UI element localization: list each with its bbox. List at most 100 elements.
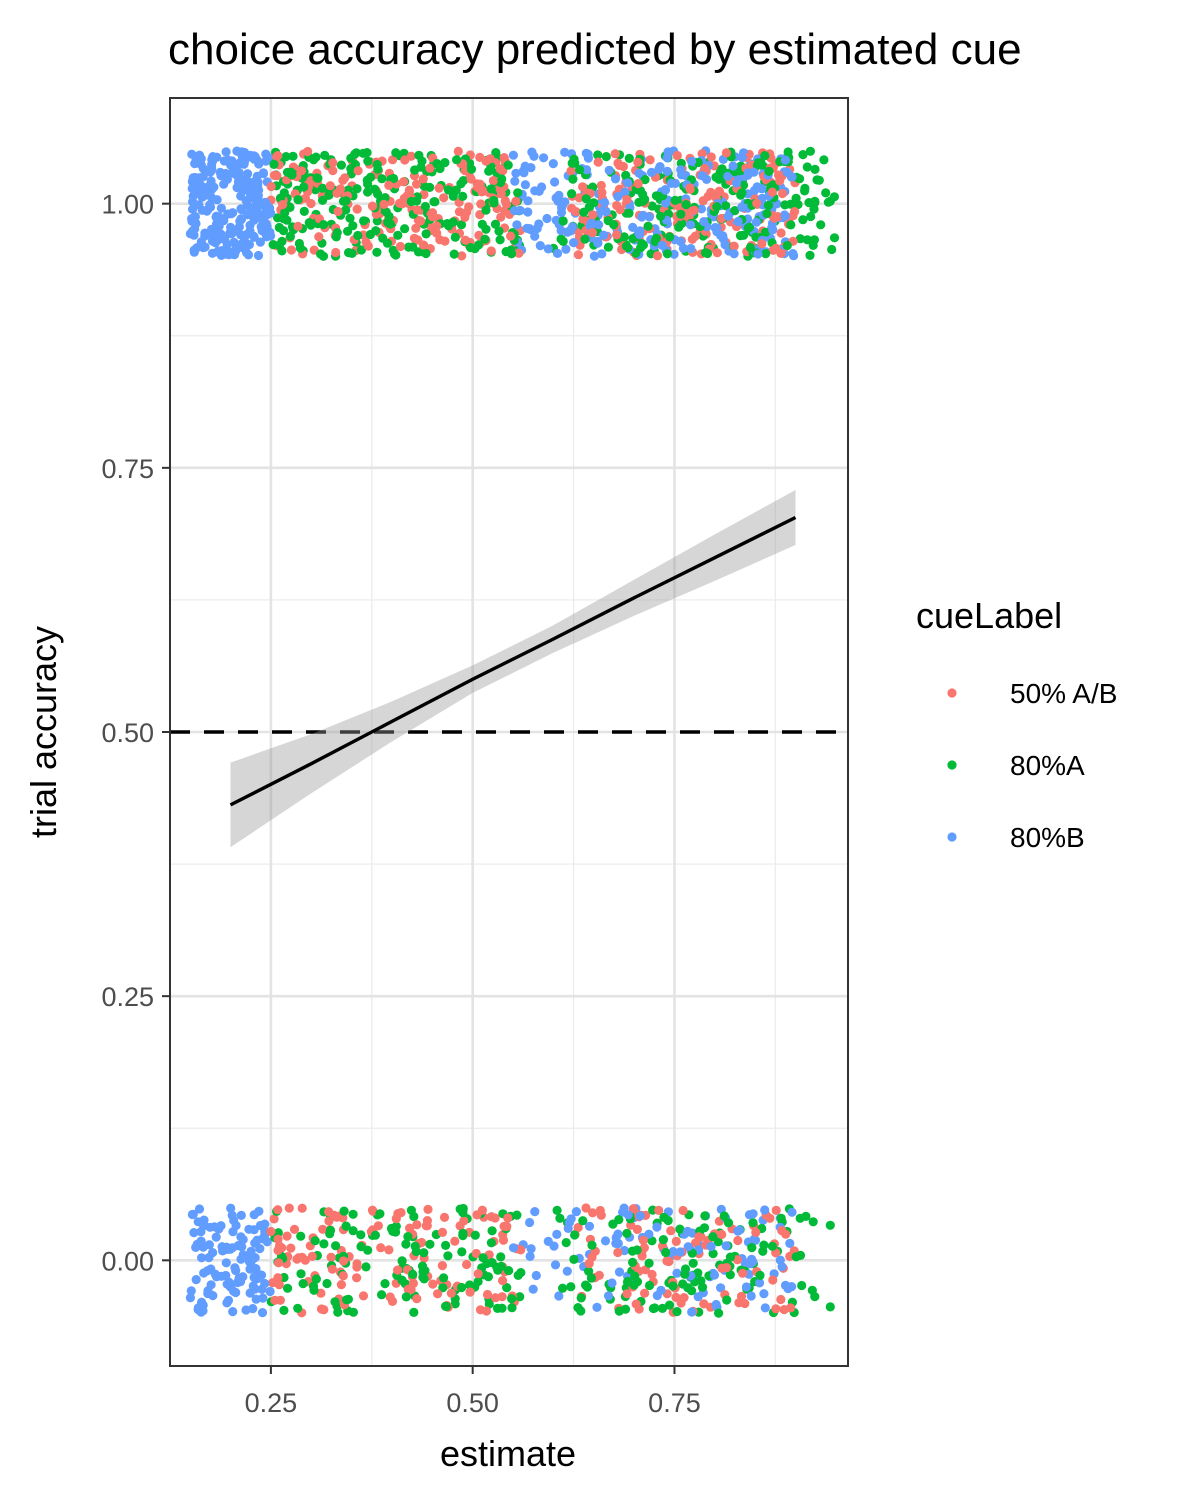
point-1-correct-8-22 — [798, 150, 808, 160]
point-1-correct-9-11 — [406, 196, 416, 207]
point-0-correct-9-0 — [578, 214, 588, 224]
point-1-incorrect-3-15 — [759, 1240, 769, 1250]
point-2-correct-9-6 — [623, 178, 633, 188]
point-1-incorrect-7-6 — [308, 1281, 319, 1291]
point-1-incorrect-8-20 — [584, 1266, 594, 1276]
point-2-incorrect-9-2 — [733, 1226, 743, 1236]
point-1-incorrect-6-6 — [425, 1239, 435, 1249]
point-1-incorrect-6-23 — [513, 1270, 523, 1280]
point-0-correct-9-37 — [332, 188, 342, 198]
point-1-incorrect-8-2 — [664, 1300, 675, 1310]
point-2-correct-9-3 — [195, 180, 205, 190]
point-1-incorrect-1-6 — [409, 1307, 419, 1317]
point-1-incorrect-7-20 — [401, 1239, 411, 1249]
point-2-incorrect-9-11 — [619, 1203, 629, 1213]
point-2-incorrect-7-21 — [783, 1284, 793, 1294]
point-2-incorrect-8-16 — [571, 1207, 582, 1217]
point-2-correct-9-8 — [560, 147, 570, 157]
point-1-incorrect-9-19 — [622, 1228, 632, 1238]
point-1-correct-5-6 — [336, 160, 346, 170]
point-0-incorrect-6-19 — [631, 1299, 641, 1309]
point-0-incorrect-7-2 — [502, 1221, 512, 1232]
point-1-correct-6-9 — [388, 245, 398, 255]
y-tick-label: 0.75 — [101, 454, 154, 484]
point-2-correct-8-42 — [515, 205, 525, 216]
point-0-correct-5-10 — [453, 146, 463, 156]
point-1-incorrect-2-3 — [644, 1258, 654, 1268]
point-1-incorrect-7-17 — [608, 1219, 618, 1229]
point-0-incorrect-8-1 — [751, 1227, 761, 1237]
point-0-incorrect-8-11 — [373, 1221, 383, 1231]
point-1-correct-5-22 — [373, 189, 383, 199]
point-1-incorrect-9-1 — [403, 1232, 413, 1242]
point-1-correct-5-40 — [408, 242, 418, 252]
point-1-incorrect-6-17 — [478, 1253, 488, 1263]
point-0-incorrect-0-15 — [316, 1288, 326, 1298]
point-1-correct-9-26 — [651, 233, 662, 243]
point-2-incorrect-6-8 — [211, 1232, 221, 1242]
point-1-incorrect-5-11 — [570, 1230, 580, 1240]
point-0-incorrect-8-18 — [307, 1251, 317, 1261]
point-2-incorrect-7-20 — [656, 1285, 666, 1295]
point-2-incorrect-9-19 — [675, 1247, 685, 1257]
point-0-incorrect-5-5 — [471, 1248, 481, 1259]
point-2-correct-8-10 — [520, 161, 530, 171]
point-1-correct-2-9 — [343, 226, 353, 236]
point-2-correct-1-24 — [511, 168, 521, 178]
point-0-incorrect-8-13 — [498, 1276, 508, 1286]
point-1-correct-7-5 — [809, 235, 820, 245]
point-0-correct-4-36 — [514, 248, 524, 258]
legend-items: 50% A/B 80%A 80%B — [947, 678, 1117, 853]
point-0-correct-6-24 — [412, 205, 423, 215]
point-2-correct-7-25 — [620, 187, 630, 197]
point-2-correct-9-16 — [548, 159, 558, 169]
point-2-correct-7-40 — [255, 237, 265, 247]
x-axis-title: estimate — [440, 1433, 576, 1474]
point-2-correct-6-34 — [216, 250, 226, 260]
point-0-correct-1-13 — [706, 187, 716, 197]
point-1-correct-6-29 — [802, 162, 812, 172]
point-1-correct-7-1 — [351, 148, 361, 158]
point-2-incorrect-6-17 — [563, 1223, 573, 1233]
point-1-correct-3-7 — [371, 226, 381, 236]
point-0-incorrect-3-10 — [439, 1212, 450, 1222]
point-2-correct-7-13 — [535, 241, 545, 251]
point-0-correct-8-11 — [612, 230, 622, 240]
point-1-correct-8-4 — [744, 222, 755, 232]
point-1-correct-9-22 — [443, 185, 454, 195]
point-2-correct-6-8 — [594, 220, 604, 230]
point-1-correct-9-25 — [513, 188, 523, 198]
point-1-incorrect-5-21 — [708, 1249, 718, 1259]
point-1-incorrect-0-18 — [319, 1239, 329, 1249]
point-1-incorrect-2-20 — [377, 1290, 387, 1300]
point-2-correct-6-40 — [261, 210, 272, 220]
point-2-incorrect-7-17 — [683, 1242, 693, 1252]
point-1-correct-9-21 — [581, 194, 591, 204]
point-2-incorrect-5-10 — [223, 1295, 234, 1305]
point-0-incorrect-7-6 — [324, 1216, 334, 1226]
point-1-correct-7-14 — [378, 233, 388, 243]
confidence-band — [230, 490, 796, 848]
point-2-incorrect-5-18 — [199, 1268, 209, 1278]
point-2-correct-9-22 — [567, 222, 578, 232]
point-1-correct-9-3 — [448, 191, 458, 201]
point-1-correct-7-37 — [393, 230, 403, 240]
x-tick-label: 0.75 — [648, 1388, 701, 1418]
point-2-correct-9-21 — [556, 207, 567, 217]
point-0-correct-6-12 — [303, 146, 313, 157]
point-0-incorrect-7-19 — [412, 1294, 422, 1304]
point-2-incorrect-3-20 — [562, 1266, 572, 1276]
point-1-incorrect-4-17 — [722, 1295, 732, 1305]
point-2-correct-6-5 — [208, 152, 218, 162]
point-2-incorrect-9-15 — [652, 1222, 662, 1232]
point-2-incorrect-4-15 — [603, 1291, 614, 1301]
point-1-correct-7-41 — [670, 195, 680, 205]
point-0-correct-9-26 — [486, 246, 496, 256]
point-1-incorrect-9-9 — [341, 1221, 351, 1231]
point-0-incorrect-8-6 — [336, 1280, 346, 1290]
point-0-incorrect-4-1 — [486, 1212, 496, 1222]
point-2-correct-6-21 — [523, 207, 533, 217]
point-1-correct-9-7 — [363, 187, 373, 197]
point-2-correct-8-16 — [234, 222, 244, 232]
point-2-correct-6-33 — [685, 220, 696, 230]
